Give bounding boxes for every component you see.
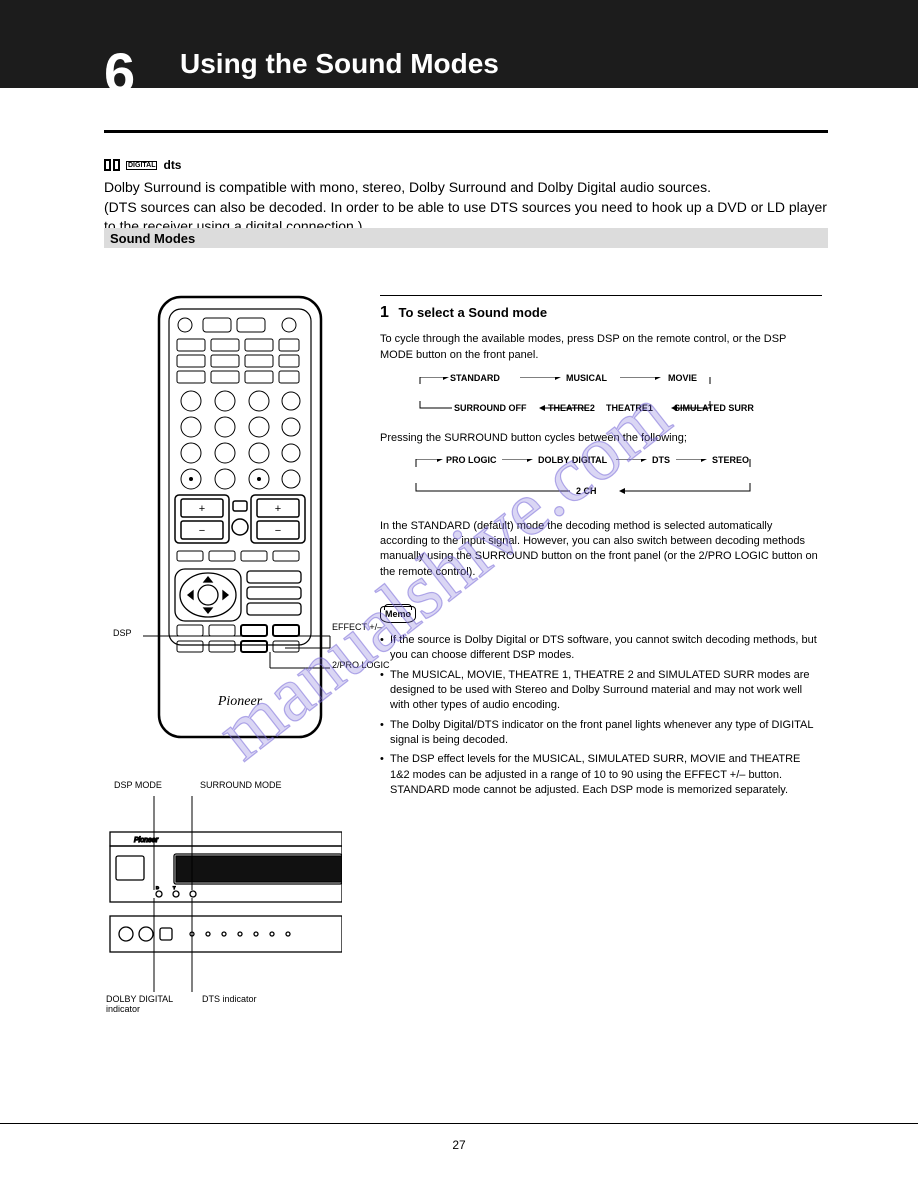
dolby-icon — [104, 159, 120, 171]
label-dsp: DSP — [113, 628, 132, 638]
s3: DTS — [652, 455, 670, 465]
recv-bot-left: DOLBY DIGITAL indicator — [106, 994, 176, 1014]
remote-callouts — [95, 610, 355, 690]
dolby-icons: DIGITAL dts — [104, 158, 181, 172]
step-title: To select a Sound mode — [399, 305, 548, 320]
recv-top-right: SURROUND MODE — [200, 780, 282, 790]
dolby-digital-badge: DIGITAL — [126, 161, 157, 170]
dts-badge: dts — [163, 158, 181, 172]
memo-b2: The MUSICAL, MOVIE, THEATRE 1, THEATRE 2… — [380, 668, 822, 714]
svg-text:+: + — [275, 503, 281, 515]
receiver-svg: Pioneer D T — [104, 796, 342, 992]
footer-rule — [0, 1123, 918, 1124]
step-num: 1 — [380, 304, 389, 321]
memo-block: Memo If the source is Dolby Digital or D… — [380, 606, 822, 799]
cycle-dsp: STANDARD MUSICAL MOVIE SURROUND OFF THEA… — [380, 377, 822, 411]
between-text: Pressing the SURROUND button cycles betw… — [380, 431, 822, 446]
svg-text:−: − — [199, 525, 205, 537]
recv-top-left: DSP MODE — [114, 780, 162, 790]
c2c: THEATRE1 — [606, 403, 653, 413]
svg-text:D: D — [156, 885, 159, 890]
recv-bot-right: DTS indicator — [202, 994, 257, 1004]
memo-b1: If the source is Dolby Digital or DTS so… — [380, 633, 822, 664]
section-number: 6 — [104, 40, 135, 105]
c2b: THEATRE2 — [548, 403, 595, 413]
step1-body: To cycle through the available modes, pr… — [380, 332, 822, 363]
svg-text:−: − — [275, 525, 281, 537]
memo-b4: The DSP effect levels for the MUSICAL, S… — [380, 752, 822, 798]
svg-text:+: + — [199, 503, 205, 515]
section-band: Sound Modes — [104, 228, 828, 248]
svg-text:Pioneer: Pioneer — [134, 837, 159, 844]
page-number: 27 — [452, 1138, 465, 1152]
svg-text:T: T — [173, 885, 176, 890]
info-para: In the STANDARD (default) mode the decod… — [380, 519, 822, 581]
memo-badge: Memo — [380, 606, 416, 623]
receiver-figure: Pioneer D T — [104, 796, 342, 992]
svg-text:Pioneer: Pioneer — [217, 694, 263, 709]
s4: STEREO — [712, 455, 749, 465]
s1: PRO LOGIC — [446, 455, 497, 465]
intro-line1: Dolby Surround is compatible with mono, … — [104, 179, 711, 195]
c2a: SURROUND OFF — [454, 403, 527, 413]
c1b: MUSICAL — [566, 373, 607, 383]
section-title: Using the Sound Modes — [180, 48, 499, 80]
c2d: SIMULATED SURR — [674, 403, 754, 413]
right-column: 1 To select a Sound mode To cycle throug… — [380, 295, 822, 803]
c1a: STANDARD — [450, 373, 500, 383]
label-effect: EFFECT +/– — [332, 622, 382, 632]
header-bar: 6 Using the Sound Modes — [0, 0, 918, 88]
step1-head: 1 To select a Sound mode — [380, 302, 822, 324]
cycle-surround: PRO LOGIC DOLBY DIGITAL DTS STEREO 2 CH — [380, 459, 822, 495]
step-rule — [380, 295, 822, 296]
s2: DOLBY DIGITAL — [538, 455, 607, 465]
c1c: MOVIE — [668, 373, 697, 383]
memo-b3: The Dolby Digital/DTS indicator on the f… — [380, 718, 822, 749]
header-rule — [104, 130, 828, 133]
